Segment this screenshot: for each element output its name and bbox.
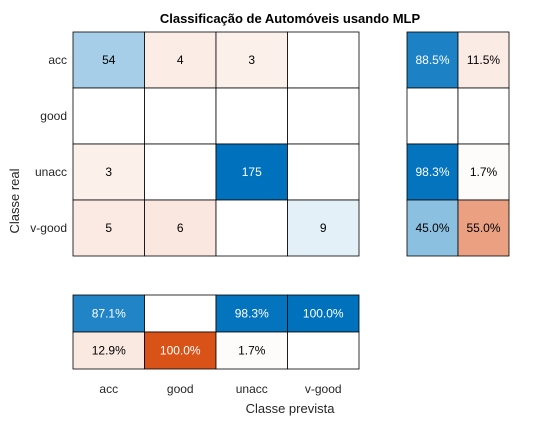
axis-labels: acc acc good good unacc unacc v-good v-good xyxy=(30,53,341,396)
x-tick-label: acc xyxy=(99,382,118,396)
matrix-cell-label: 3 xyxy=(105,165,112,179)
x-tick-label: good xyxy=(167,382,194,396)
y-axis-label: Classe real xyxy=(7,168,22,233)
confusion-matrix: 54 4 3 3 175 5 6 9 xyxy=(72,31,360,257)
matrix-cell xyxy=(287,143,360,201)
matrix-cell-label: 9 xyxy=(320,221,327,235)
column-summary-matrix: 87.1% 98.3% 100.0% 12.9% 100.0% 1.7% xyxy=(72,294,360,370)
matrix-cell xyxy=(72,31,145,89)
chart-title: Classificação de Automóveis usando MLP xyxy=(160,11,421,26)
matrix-cell-label: 175 xyxy=(242,165,262,179)
matrix-cell xyxy=(215,143,288,201)
row-summary-cell-label: 1.7% xyxy=(470,165,498,179)
x-tick-label: unacc xyxy=(236,382,268,396)
row-summary-cell xyxy=(406,199,459,257)
column-summary-cell-label: 87.1% xyxy=(92,307,126,321)
matrix-cell-label: 5 xyxy=(105,221,112,235)
column-summary-cell xyxy=(215,331,288,370)
matrix-cell xyxy=(144,31,217,89)
column-summary-cell xyxy=(144,294,217,333)
matrix-cell xyxy=(72,143,145,201)
row-summary-cell xyxy=(457,143,510,201)
row-summary-cell-label: 98.3% xyxy=(415,165,449,179)
matrix-cell xyxy=(215,31,288,89)
matrix-cell xyxy=(72,199,145,257)
matrix-cell-label: 54 xyxy=(102,53,116,67)
row-summary-cell-label: 88.5% xyxy=(415,53,449,67)
row-summary-cell-label: 45.0% xyxy=(415,221,449,235)
column-summary-cell-label: 12.9% xyxy=(92,344,126,358)
matrix-cell-label: 3 xyxy=(248,53,255,67)
row-summary-cell xyxy=(457,199,510,257)
row-summary-matrix: 88.5% 11.5% 98.3% 1.7% 45.0% 55.0% xyxy=(406,31,510,257)
y-tick-label: v-good xyxy=(30,221,67,235)
matrix-cell xyxy=(287,31,360,89)
matrix-cell xyxy=(144,199,217,257)
y-tick-label: good xyxy=(40,109,67,123)
column-summary-cell xyxy=(287,294,360,333)
matrix-cell xyxy=(215,199,288,257)
matrix-cell xyxy=(287,87,360,145)
row-summary-cell-label: 55.0% xyxy=(466,221,500,235)
matrix-cell-label: 4 xyxy=(177,53,184,67)
y-tick-label: unacc xyxy=(35,165,67,179)
matrix-cell xyxy=(215,87,288,145)
matrix-cell xyxy=(72,87,145,145)
row-summary-cell xyxy=(406,87,459,145)
column-summary-cell xyxy=(287,331,360,370)
row-summary-cell xyxy=(457,87,510,145)
x-tick-label: v-good xyxy=(305,382,342,396)
column-summary-cell-label: 100.0% xyxy=(303,307,344,321)
column-summary-cell xyxy=(215,294,288,333)
column-summary-cell xyxy=(144,331,217,370)
matrix-cell-label: 6 xyxy=(177,221,184,235)
column-summary-cell-label: 100.0% xyxy=(160,344,201,358)
row-summary-cell-label: 11.5% xyxy=(467,53,500,67)
matrix-cell xyxy=(287,199,360,257)
y-tick-label: acc xyxy=(48,53,67,67)
x-axis-label: Classe prevista xyxy=(246,401,336,416)
row-summary-cell xyxy=(457,31,510,89)
column-summary-cell-label: 98.3% xyxy=(235,307,269,321)
column-summary-cell-label: 1.7% xyxy=(238,344,266,358)
matrix-cell xyxy=(144,87,217,145)
column-summary-cell xyxy=(72,331,145,370)
matrix-cell xyxy=(144,143,217,201)
